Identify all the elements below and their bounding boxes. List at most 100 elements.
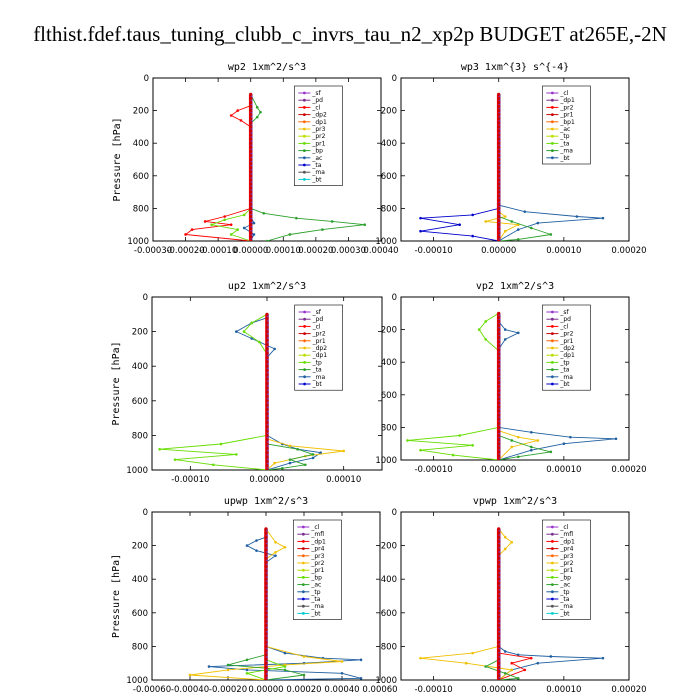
- zero-term-point: [249, 202, 253, 206]
- zero-term-point: [497, 145, 501, 149]
- zero-term-point: [264, 636, 268, 640]
- x-tick-label: 0.00000: [481, 685, 516, 695]
- zero-term-point: [265, 347, 269, 351]
- x-tick-label: 0.00000: [233, 246, 268, 256]
- legend-label: _cl: [312, 323, 321, 330]
- zero-term-point: [265, 442, 269, 446]
- y-tick-label: 200: [132, 542, 148, 552]
- zero-term-point: [497, 531, 501, 535]
- series-point: [342, 449, 345, 453]
- series-point: [190, 228, 194, 231]
- zero-term-point: [264, 632, 268, 636]
- zero-term-point: [265, 468, 269, 470]
- series-point: [245, 658, 249, 662]
- zero-term-point: [497, 623, 501, 628]
- series-point: [302, 673, 306, 677]
- zero-term-point: [497, 364, 501, 368]
- series-point: [283, 665, 287, 668]
- zero-term-point: [249, 121, 253, 125]
- zero-term-point: [264, 665, 268, 670]
- zero-term-point: [264, 628, 268, 632]
- zero-term-point: [497, 602, 501, 607]
- series-line-3: [498, 528, 532, 680]
- series-point: [296, 447, 299, 451]
- series-line-4: [266, 314, 315, 470]
- legend-marker: [550, 98, 554, 102]
- zero-term-point: [249, 145, 253, 149]
- series-point: [510, 445, 514, 449]
- x-tick-label: 0.00060: [362, 685, 397, 695]
- zero-term-point: [497, 450, 501, 454]
- series-point: [229, 233, 233, 236]
- series-point: [458, 434, 461, 437]
- series-point: [250, 321, 253, 325]
- legend-label: _bp: [310, 574, 322, 581]
- series-point: [359, 677, 363, 680]
- zero-term-point: [497, 206, 501, 210]
- legend-marker: [303, 361, 306, 364]
- zero-term-point: [497, 429, 501, 434]
- zero-term-point: [497, 149, 501, 153]
- zero-term-point: [497, 454, 501, 458]
- series-point: [250, 337, 253, 340]
- series-point: [288, 233, 292, 236]
- zero-term-point: [497, 535, 501, 539]
- legend-label: _ma: [310, 603, 324, 610]
- series-point: [523, 210, 527, 213]
- zero-term-point: [497, 573, 501, 577]
- legend-label: _pr1: [310, 567, 324, 574]
- legend-marker: [301, 568, 305, 572]
- series-point: [252, 233, 256, 236]
- zero-term-point: [497, 186, 501, 190]
- legend-marker: [550, 91, 554, 95]
- legend-marker: [303, 353, 306, 357]
- chart-panel-4: vp2 1xm^2/s^3 0 200 400 600 800 1000 -0.00010 0.…: [375, 281, 646, 475]
- legend-label: _pr1: [559, 567, 573, 574]
- y-tick-label: 200: [381, 326, 397, 336]
- legend-label: _pr3: [311, 126, 325, 133]
- series-point: [283, 545, 287, 549]
- zero-term-point: [264, 569, 268, 573]
- legend-label: _cl: [310, 524, 319, 531]
- zero-term-point: [264, 560, 268, 565]
- legend-label: _dp1: [559, 97, 575, 104]
- zero-term-point: [265, 403, 269, 407]
- zero-term-point: [497, 223, 501, 227]
- zero-term-point: [497, 421, 501, 425]
- zero-term-point: [497, 539, 501, 544]
- zero-term-point: [264, 615, 268, 619]
- y-tick-label: 400: [381, 139, 397, 149]
- zero-term-point: [249, 190, 253, 194]
- zero-term-point: [264, 657, 268, 661]
- series-point: [503, 547, 507, 551]
- zero-term-point: [264, 594, 268, 598]
- legend-label: _bp: [559, 574, 571, 581]
- zero-term-point: [497, 104, 501, 109]
- series-point: [223, 215, 226, 218]
- series-point: [283, 668, 287, 672]
- legend-label: _pr4: [559, 546, 573, 553]
- chart-title: vpwp 1xm^2/s^3: [473, 496, 557, 507]
- zero-term-point: [249, 178, 253, 182]
- zero-term-point: [497, 653, 501, 657]
- zero-term-point: [497, 202, 501, 206]
- zero-term-point: [497, 446, 501, 450]
- legend-marker: [550, 353, 554, 357]
- x-tick-label: -0.00030: [134, 246, 172, 256]
- zero-term-point: [249, 186, 253, 190]
- zero-term-point: [497, 178, 501, 182]
- series-line-1: [184, 94, 252, 241]
- zero-term-point: [249, 137, 253, 141]
- y-tick-label: 0: [392, 508, 397, 518]
- zero-term-point: [265, 355, 269, 360]
- series-point: [510, 661, 514, 665]
- zero-term-point: [249, 104, 253, 109]
- series-point: [304, 463, 307, 467]
- zero-term-point: [497, 352, 501, 356]
- zero-term-point: [264, 527, 268, 531]
- y-tick-label: 800: [132, 642, 148, 652]
- series-point: [471, 234, 474, 238]
- series-point: [212, 463, 215, 467]
- legend-marker: [301, 612, 305, 615]
- zero-term-point: [497, 628, 501, 632]
